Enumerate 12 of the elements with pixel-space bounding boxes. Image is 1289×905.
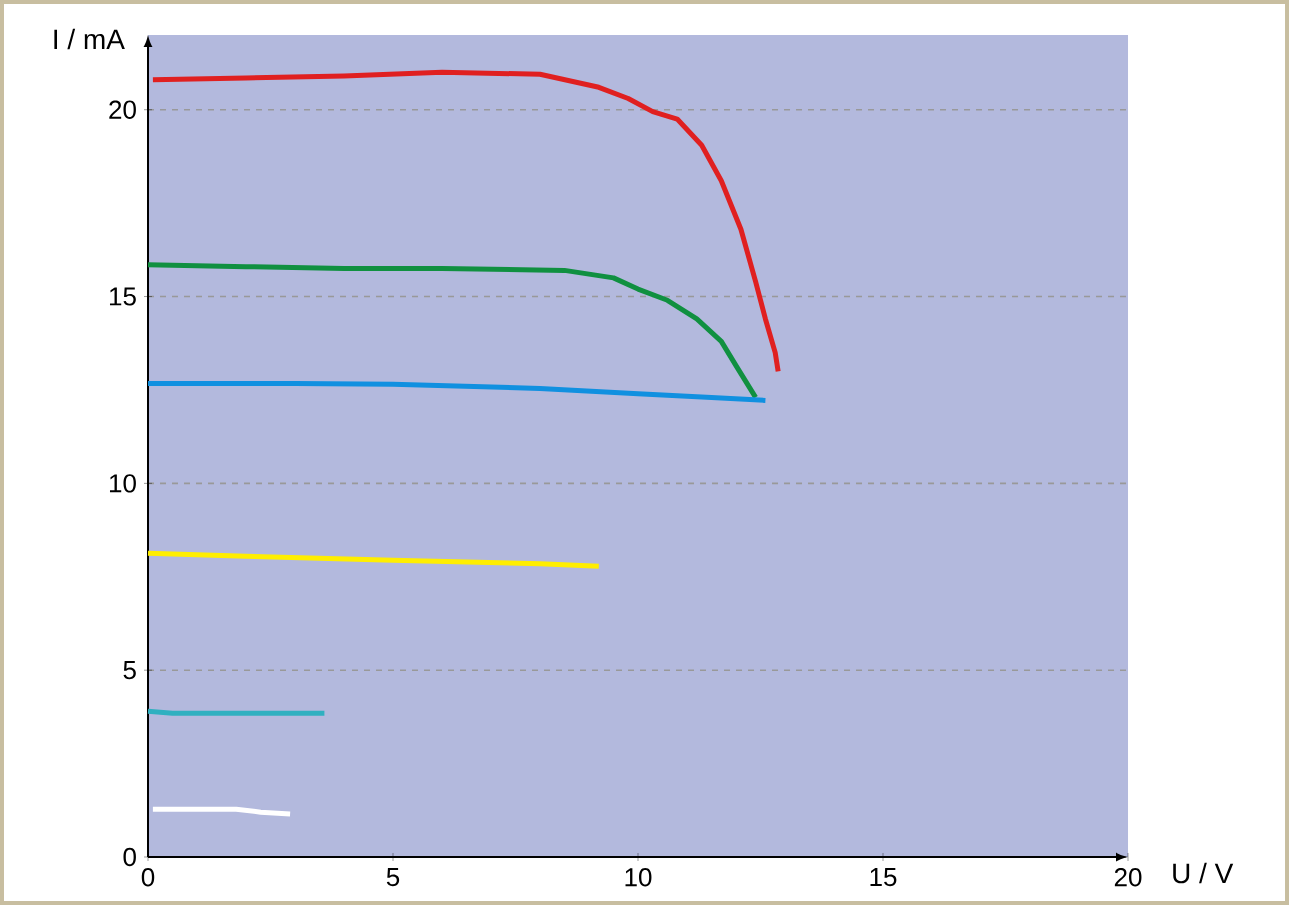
x-tick-label: 15 — [870, 868, 897, 887]
x-tick-label: 10 — [625, 868, 652, 887]
y-tick-label: 15 — [109, 287, 136, 306]
y-tick-label: 0 — [123, 847, 136, 867]
y-axis-title: I / mA — [54, 28, 125, 50]
x-tick-label: 20 — [1114, 868, 1142, 887]
y-tick-label: 20 — [109, 100, 136, 119]
y-tick-label: 5 — [123, 661, 136, 680]
x-tick-label: 5 — [386, 868, 400, 887]
x-tick-label: 0 — [141, 868, 155, 887]
y-tick-label: 10 — [109, 474, 136, 493]
x-axis-title: U / V — [1173, 862, 1234, 884]
